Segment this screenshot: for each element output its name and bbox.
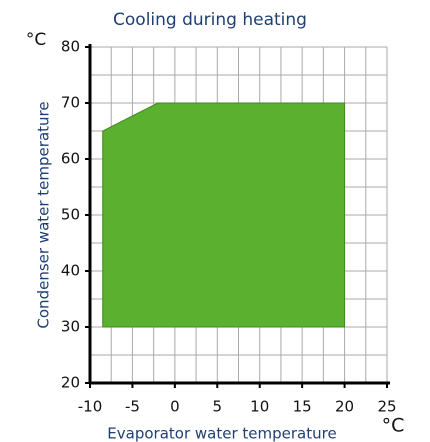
x-tick-label: 0	[170, 398, 180, 416]
y-tick-label: 70	[61, 94, 80, 112]
y-unit: °C	[26, 30, 46, 50]
y-tick-label: 30	[61, 318, 80, 336]
y-tick-label: 80	[61, 38, 80, 56]
x-tick-label: 25	[377, 398, 396, 416]
y-tick-label: 50	[61, 206, 80, 224]
x-tick-label: 20	[335, 398, 354, 416]
envelope-area	[102, 102, 346, 328]
x-tick-label: 15	[293, 398, 312, 416]
x-tick-label: -10	[78, 398, 103, 416]
x-tick-label: 5	[213, 398, 223, 416]
x-tick-label: 10	[250, 398, 269, 416]
y-axis-label: Condenser water temperature	[35, 101, 53, 328]
y-tick-label: 40	[61, 262, 80, 280]
y-tick-label: 60	[61, 150, 80, 168]
x-tick-label: -5	[125, 398, 140, 416]
chart-title: Cooling during heating	[113, 10, 307, 30]
x-unit: °C	[382, 415, 405, 437]
y-tick-label: 20	[61, 374, 80, 392]
x-axis-label: Evaporator water temperature	[107, 425, 336, 442]
